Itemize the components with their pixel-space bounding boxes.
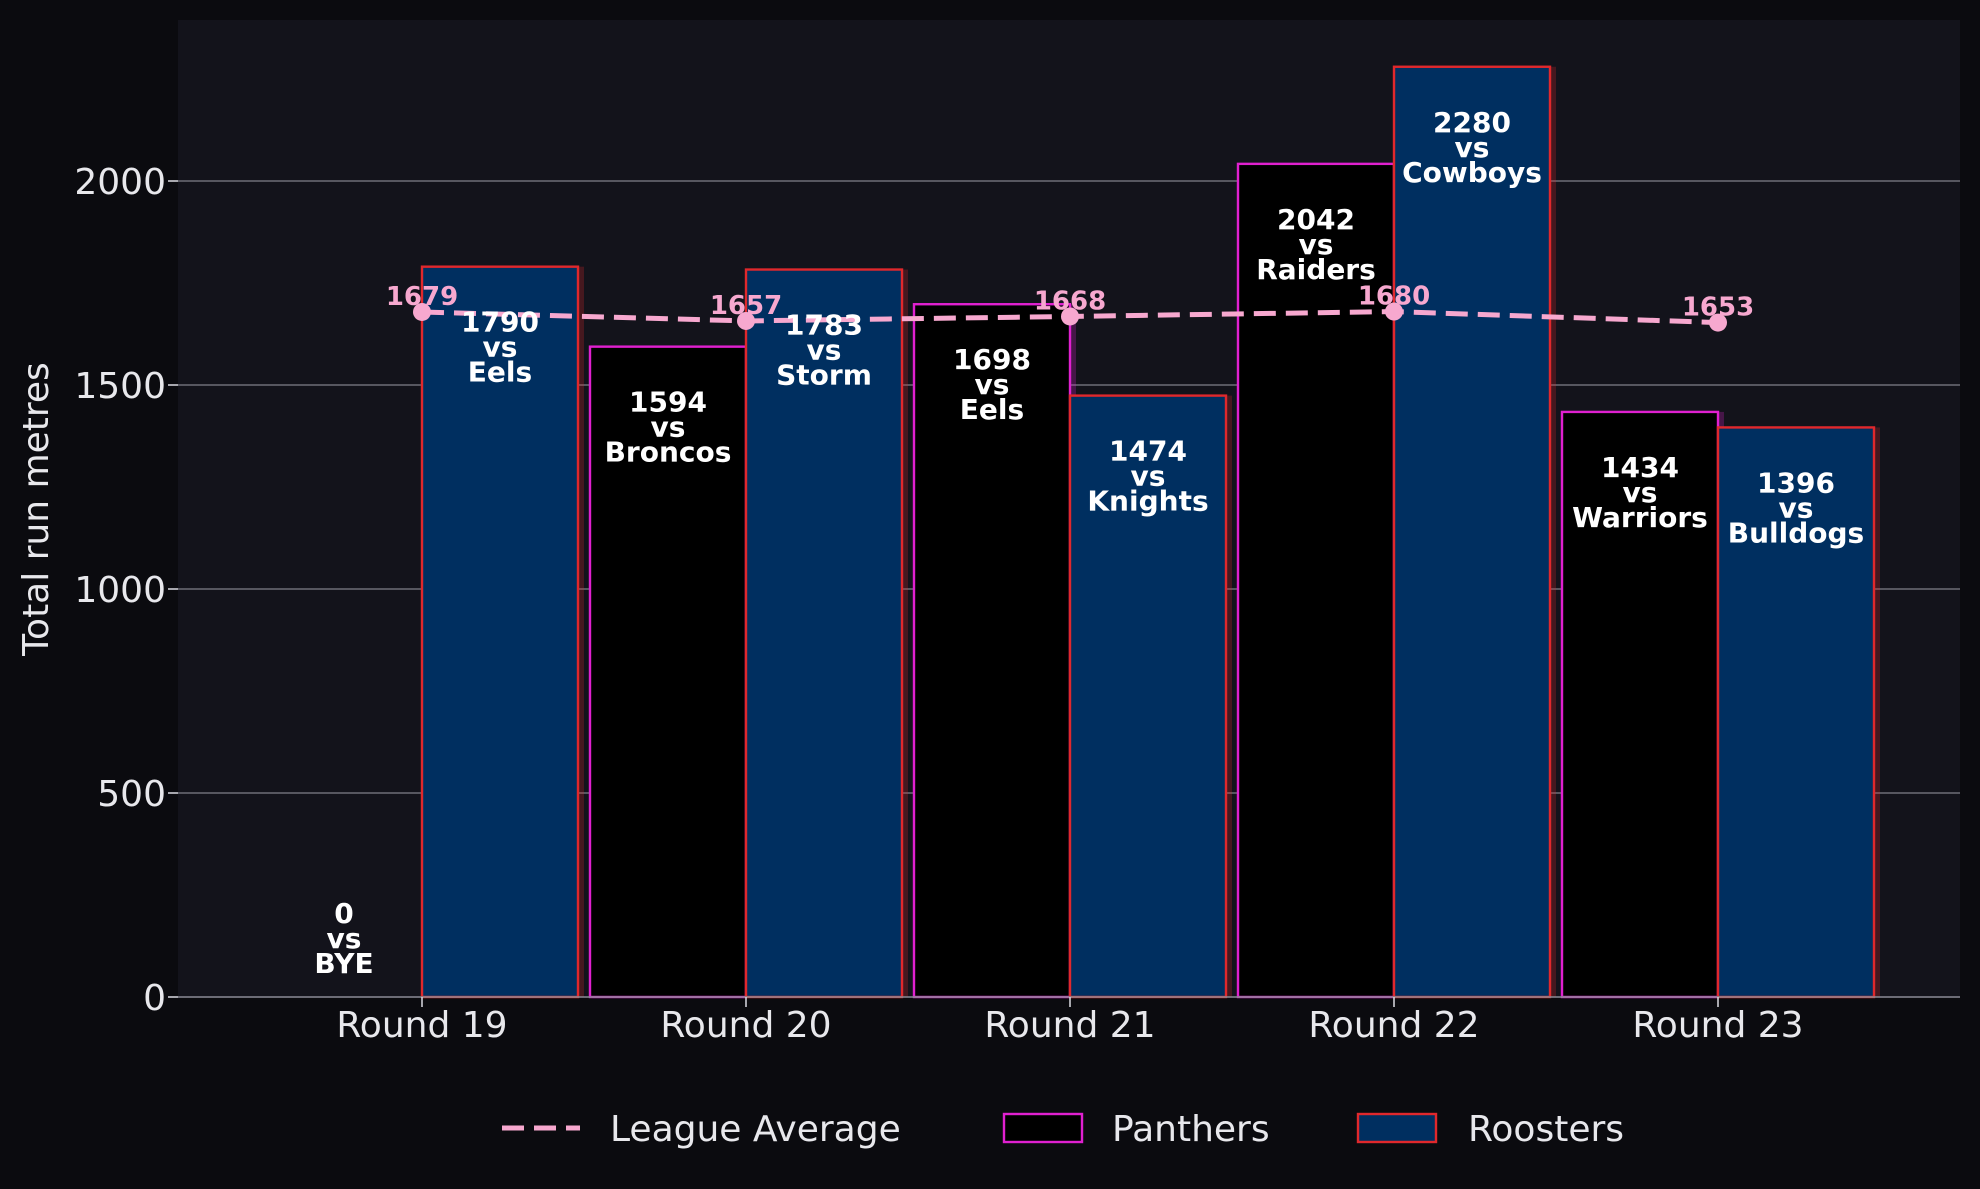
axes: 0 500 1000 1500 2000 Round 19 Round 20 Round 21… bbox=[74, 162, 1960, 1046]
legend: League Average Panthers Roosters bbox=[502, 1109, 1624, 1150]
y-tick-label: 1500 bbox=[74, 366, 166, 407]
bar-opponent-label: Raiders bbox=[1256, 253, 1376, 286]
roosters-bar bbox=[420, 265, 580, 999]
x-tick-label: Round 23 bbox=[1632, 1005, 1803, 1046]
x-tick-label: Round 22 bbox=[1308, 1005, 1479, 1046]
bar-value-label: 0 bbox=[334, 897, 353, 930]
bar-vs-label: vs bbox=[1455, 131, 1490, 164]
league-average-point bbox=[737, 311, 755, 330]
bar-value-label: 1698 bbox=[953, 343, 1031, 376]
bar-value-label: 1474 bbox=[1109, 435, 1187, 468]
bar-opponent-label: Warriors bbox=[1572, 501, 1708, 534]
bar-value-label: 1594 bbox=[629, 386, 707, 419]
league-average-value-label: 1680 bbox=[1358, 282, 1430, 312]
league-average-value-label: 1679 bbox=[386, 282, 458, 312]
y-tick-label: 1000 bbox=[74, 570, 166, 611]
legend-roosters-swatch bbox=[1356, 1112, 1438, 1144]
bar-value-label: 1790 bbox=[461, 306, 539, 339]
bar-opponent-label: Knights bbox=[1087, 485, 1208, 518]
bar-vs-label: vs bbox=[327, 922, 362, 955]
bar-value-label: 1396 bbox=[1757, 466, 1835, 499]
roosters-bar bbox=[744, 268, 904, 999]
roosters-bar bbox=[1716, 426, 1876, 999]
bar-labels: 0vsBYE1790vsEels1594vsBroncos1783vsStorm… bbox=[314, 106, 1864, 980]
league-average-value-label: 1653 bbox=[1682, 293, 1754, 323]
bar-opponent-label: BYE bbox=[314, 947, 373, 980]
bar-vs-label: vs bbox=[651, 411, 686, 444]
bar-opponent-label: Eels bbox=[468, 356, 532, 389]
legend-league-average-label: League Average bbox=[610, 1109, 901, 1150]
x-tick-label: Round 20 bbox=[660, 1005, 831, 1046]
panthers-bar bbox=[912, 303, 1072, 999]
roosters-bar bbox=[1392, 65, 1552, 999]
league-average-point bbox=[1385, 302, 1403, 321]
bar-vs-label: vs bbox=[975, 368, 1010, 401]
panthers-bar bbox=[1236, 162, 1396, 999]
x-tick-label: Round 21 bbox=[984, 1005, 1155, 1046]
league-average-line: 1679 1657 1668 1680 1653 bbox=[386, 282, 1754, 332]
league-average-value-label: 1668 bbox=[1034, 286, 1106, 316]
bar-opponent-label: Bulldogs bbox=[1728, 516, 1864, 549]
x-tick-label: Round 19 bbox=[336, 1005, 507, 1046]
bar-vs-label: vs bbox=[1299, 228, 1334, 261]
y-axis-label: Total run metres bbox=[16, 362, 57, 657]
bar-value-label: 2042 bbox=[1277, 203, 1355, 236]
bar-value-label: 1783 bbox=[785, 309, 863, 342]
bar-value-label: 1434 bbox=[1601, 451, 1679, 484]
league-average-point bbox=[1709, 313, 1727, 332]
league-average-value-label: 1657 bbox=[710, 291, 782, 321]
bar-value-label: 2280 bbox=[1433, 106, 1511, 139]
y-tick-label: 2000 bbox=[74, 162, 166, 203]
bar-vs-label: vs bbox=[807, 334, 842, 367]
bar-opponent-label: Eels bbox=[960, 393, 1024, 426]
bar-vs-label: vs bbox=[1779, 491, 1814, 524]
bar-vs-label: vs bbox=[1131, 460, 1166, 493]
roosters-bar bbox=[1068, 394, 1228, 999]
league-average-point bbox=[1061, 307, 1079, 326]
y-tick-label: 500 bbox=[97, 774, 166, 815]
legend-panthers-label: Panthers bbox=[1112, 1109, 1270, 1150]
league-average-point bbox=[413, 302, 431, 321]
bar-opponent-label: Broncos bbox=[605, 436, 732, 469]
bars bbox=[420, 65, 1880, 999]
bar-opponent-label: Cowboys bbox=[1402, 156, 1542, 189]
y-tick-label: 0 bbox=[143, 978, 166, 1019]
legend-roosters-label: Roosters bbox=[1468, 1109, 1624, 1150]
legend-panthers-swatch bbox=[1002, 1112, 1084, 1144]
bar-vs-label: vs bbox=[1623, 476, 1658, 509]
bar-vs-label: vs bbox=[483, 331, 518, 364]
bar-opponent-label: Storm bbox=[776, 359, 872, 392]
panthers-bar bbox=[1560, 410, 1720, 999]
